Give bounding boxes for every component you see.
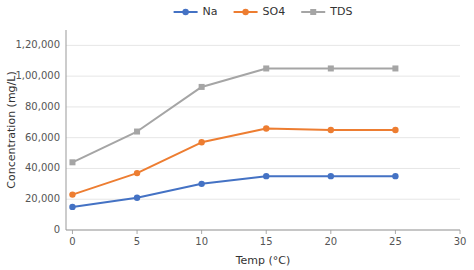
point (263, 65, 269, 71)
point (328, 173, 334, 179)
y-tick-label: 20,000 (25, 193, 60, 204)
point (263, 125, 269, 131)
grid-line (66, 76, 460, 77)
legend-label: Na (203, 5, 218, 18)
x-tick-label: 20 (324, 236, 337, 247)
legend-marker (310, 9, 316, 15)
point (134, 170, 140, 176)
x-tick-label: 25 (389, 236, 402, 247)
point (134, 129, 140, 135)
x-tick (460, 230, 461, 234)
y-tick-label: 1,20,000 (15, 39, 60, 50)
series-line (72, 176, 395, 207)
point (392, 173, 398, 179)
point (263, 173, 269, 179)
grid (66, 45, 460, 230)
point (392, 127, 398, 133)
y-axis-label: Concentration (mg/L) (5, 71, 18, 188)
x-tick (330, 230, 331, 234)
point (69, 159, 75, 165)
point (199, 84, 205, 90)
x-tick (137, 230, 138, 234)
y-tick-label: 1,00,000 (15, 70, 60, 81)
grid-line (66, 168, 460, 169)
point (69, 191, 75, 197)
y-tick-label: 80,000 (25, 101, 60, 112)
legend-label: SO4 (263, 5, 286, 18)
plot-data (69, 65, 398, 210)
x-tick-label: 15 (260, 236, 273, 247)
grid-line (66, 45, 460, 46)
point (198, 181, 204, 187)
y-tick-label: 0 (54, 224, 60, 235)
point (69, 204, 75, 210)
y-axis-line (66, 30, 67, 230)
legend-item: TDS (301, 5, 352, 18)
y-tick-label: 60,000 (25, 132, 60, 143)
legend-marker (242, 9, 248, 15)
x-tick-label: 30 (454, 236, 467, 247)
y-tick-label: 40,000 (25, 162, 60, 173)
x-axis-label: Temp (°C) (235, 254, 291, 267)
x-tick (266, 230, 267, 234)
x-tick (395, 230, 396, 234)
point (328, 65, 334, 71)
x-tick-label: 5 (134, 236, 140, 247)
x-tick (201, 230, 202, 234)
legend-item: Na (174, 5, 218, 18)
x-tick-label: 0 (69, 236, 75, 247)
point (134, 194, 140, 200)
series (69, 65, 398, 165)
grid-line (66, 106, 460, 107)
point (328, 127, 334, 133)
point (392, 65, 398, 71)
legend: Na SO4 TDS (174, 5, 353, 18)
legend-marker (182, 9, 188, 15)
x-axis-line (66, 230, 460, 231)
series-line (72, 68, 395, 162)
grid-line (66, 230, 460, 231)
x-tick-label: 10 (195, 236, 208, 247)
point (198, 139, 204, 145)
x-tick (72, 230, 73, 234)
chart: 0 20,000 40,000 60,000 80,000 1,00,000 1,20,00… (0, 0, 474, 270)
legend-item: SO4 (234, 5, 286, 18)
legend-label: TDS (329, 5, 352, 18)
axes: 0 20,000 40,000 60,000 80,000 1,00,000 1,20,00… (15, 30, 466, 247)
series (69, 125, 398, 198)
